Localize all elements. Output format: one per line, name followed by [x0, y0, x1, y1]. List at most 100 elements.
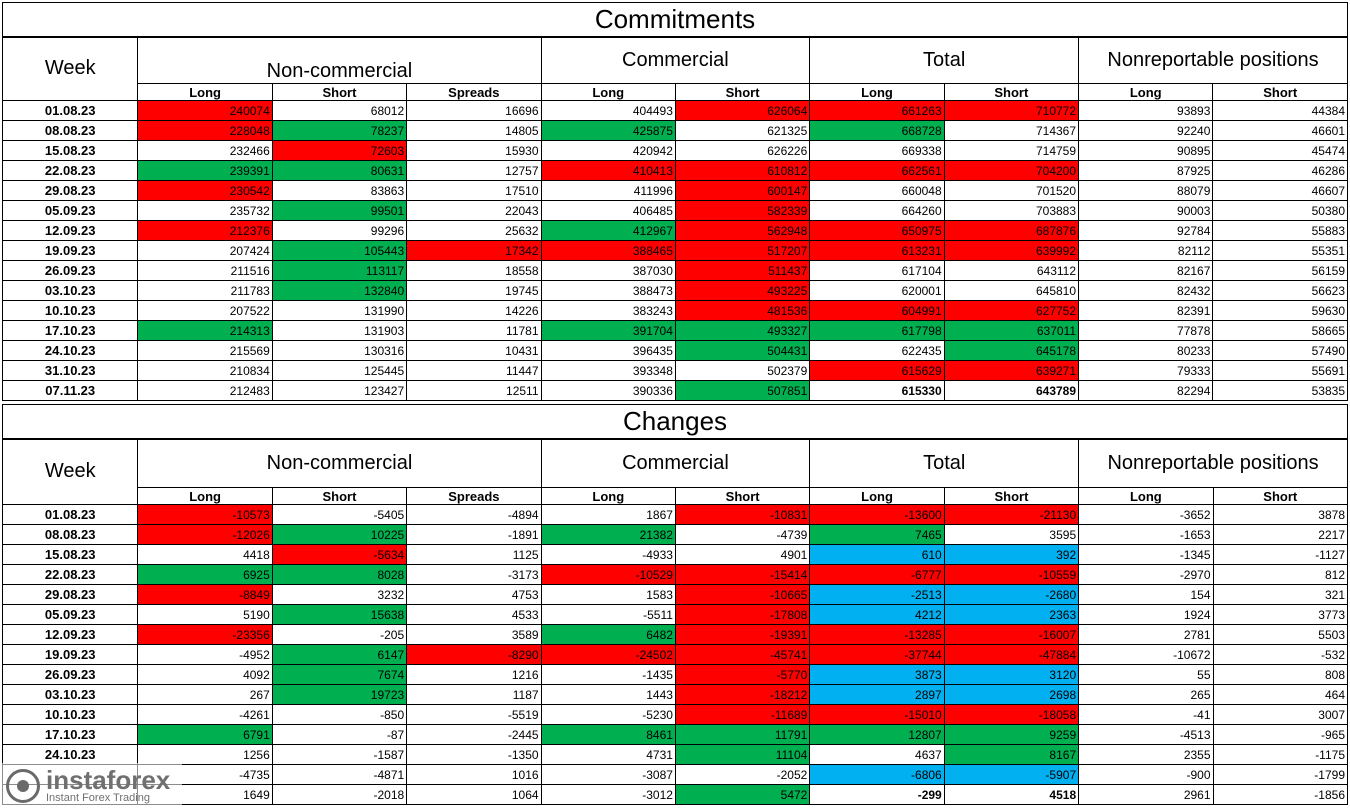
value-cell: 56159 [1212, 260, 1348, 281]
value-cell: 664260 [809, 200, 945, 221]
value-cell: 11791 [674, 724, 811, 745]
table-row: 17.10.23 6791 -87 -2445 8461 11791 12807 9259 -4… [1, 724, 1349, 745]
value-cell: -3652 [1078, 504, 1214, 525]
value-cell: 425875 [540, 120, 676, 141]
sub-header: Long [809, 83, 945, 101]
week-cell: 17.10.23 [1, 724, 139, 745]
value-cell: 10431 [406, 340, 542, 361]
value-cell: 2355 [1078, 744, 1214, 765]
value-cell: -5511 [540, 604, 676, 625]
value-cell: 72603 [271, 140, 408, 161]
value-cell: -4261 [137, 704, 273, 725]
value-cell: 12757 [406, 160, 542, 181]
value-cell: 82167 [1078, 260, 1214, 281]
value-cell: 412967 [540, 220, 676, 241]
week-cell: 29.08.23 [1, 584, 139, 605]
value-cell: -4933 [540, 544, 676, 565]
value-cell: 46607 [1212, 180, 1348, 201]
table-row: 01.08.23 -10573 -5405 -4894 1867 -10831 -13600… [1, 504, 1349, 525]
value-cell: 620001 [809, 280, 945, 301]
value-cell: 2698 [943, 684, 1080, 705]
value-cell: 387030 [540, 260, 676, 281]
value-cell: 8461 [540, 724, 676, 745]
changes-table: Changes Week Non-commercial Commercial T… [1, 404, 1349, 805]
value-cell: 481536 [674, 300, 811, 321]
value-cell: -4513 [1078, 724, 1214, 745]
value-cell: 2363 [943, 604, 1080, 625]
value-cell: 14226 [406, 300, 542, 321]
value-cell: 212376 [137, 220, 273, 241]
sub-header: Long [1078, 83, 1214, 101]
value-cell: 80233 [1078, 340, 1214, 361]
value-cell: 2897 [809, 684, 945, 705]
value-cell: 19723 [271, 684, 408, 705]
sub-header: Spreads [406, 487, 542, 505]
sub-header: Spreads [406, 83, 542, 101]
value-cell: 643789 [943, 380, 1080, 401]
value-cell: -4871 [271, 764, 408, 785]
value-cell: 15930 [406, 140, 542, 161]
value-cell: -3087 [540, 764, 676, 785]
value-cell: -2970 [1078, 564, 1214, 585]
value-cell: -1653 [1078, 524, 1214, 545]
value-cell: 1924 [1078, 604, 1214, 625]
table-row: 26.09.23 211516 113117 18558 387030 511437 617… [1, 260, 1348, 281]
sub-header: Short [674, 83, 811, 101]
value-cell: 25632 [406, 220, 542, 241]
table-row: 29.08.23 230542 83863 17510 411996 600147 6600… [1, 180, 1348, 201]
value-cell: 388473 [540, 280, 676, 301]
value-cell: 626226 [674, 140, 811, 161]
value-cell: 5190 [137, 604, 273, 625]
week-cell: 12.09.23 [1, 220, 139, 241]
value-cell: 4637 [809, 744, 945, 765]
value-cell: 232466 [137, 140, 273, 161]
value-cell: 562948 [674, 220, 811, 241]
value-cell: 404493 [540, 100, 676, 121]
group-nonreportable: Nonreportable positions [1078, 36, 1348, 84]
value-cell: 639271 [943, 360, 1080, 381]
value-cell: 1064 [406, 784, 542, 805]
value-cell: 90003 [1078, 200, 1214, 221]
value-cell: 645810 [943, 280, 1080, 301]
group-noncommercial: Non-commercial [137, 438, 542, 488]
week-cell: 19.09.23 [1, 644, 139, 665]
value-cell: -4894 [406, 504, 542, 525]
value-cell: 212483 [137, 380, 273, 401]
value-cell: -1587 [271, 744, 408, 765]
value-cell: 12807 [809, 724, 945, 745]
value-cell: -10529 [540, 564, 676, 585]
value-cell: 600147 [674, 180, 811, 201]
value-cell: 44384 [1212, 100, 1348, 121]
table-row: -4735 -4871 1016 -3087 -2052 -6806 -5907 -900 -1… [1, 764, 1349, 785]
value-cell: 2961 [1078, 784, 1214, 805]
value-cell: 2781 [1078, 624, 1214, 645]
table-row: 03.10.23 211783 132840 19745 388473 493225 620… [1, 280, 1348, 301]
value-cell: 8028 [271, 564, 408, 585]
value-cell: 55351 [1212, 240, 1348, 261]
value-cell: 207424 [137, 240, 273, 261]
value-cell: 18558 [406, 260, 542, 281]
value-cell: 4212 [809, 604, 945, 625]
value-cell: 6482 [540, 624, 676, 645]
value-cell: -37744 [809, 644, 945, 665]
group-commercial: Commercial [540, 438, 811, 488]
value-cell: 812 [1212, 564, 1349, 585]
week-cell: 24.10.23 [1, 744, 139, 765]
value-cell: 77878 [1078, 320, 1214, 341]
week-cell: 08.08.23 [1, 120, 139, 141]
value-cell: -10665 [674, 584, 811, 605]
value-cell: 79333 [1078, 360, 1214, 381]
value-cell: 388465 [540, 240, 676, 261]
week-cell: 17.10.23 [1, 320, 139, 341]
value-cell: 113117 [271, 260, 408, 281]
value-cell: 10225 [271, 524, 408, 545]
value-cell: -10831 [674, 504, 811, 525]
value-cell: 11104 [674, 744, 811, 765]
value-cell: -6806 [809, 764, 945, 785]
value-cell: 45474 [1212, 140, 1348, 161]
table-row: 01.08.23 240074 68012 16696 404493 626064 6612… [1, 100, 1348, 121]
value-cell: 392 [943, 544, 1080, 565]
value-cell: 645178 [943, 340, 1080, 361]
value-cell: 99501 [271, 200, 408, 221]
table-row: 22.08.23 6925 8028 -3173 -10529 -15414 -6777 -1… [1, 564, 1349, 585]
